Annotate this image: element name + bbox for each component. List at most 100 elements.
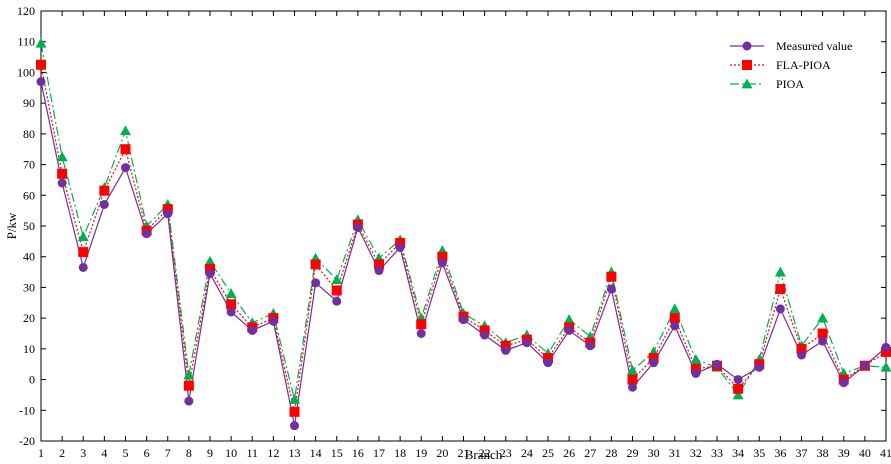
series-line-fla-pioa xyxy=(40,64,887,412)
legend-marker xyxy=(741,78,753,89)
x-tick-label: 26 xyxy=(563,446,575,460)
x-tick-label: 15 xyxy=(331,446,343,460)
point-measured-value xyxy=(353,223,363,233)
x-tick-label: 9 xyxy=(207,446,213,460)
x-tick-label: 14 xyxy=(310,446,322,460)
y-tick-label: 40 xyxy=(23,250,35,264)
x-tick-label: 30 xyxy=(648,446,660,460)
point-measured-value xyxy=(712,359,722,369)
point-measured-value xyxy=(670,321,680,331)
point-fla-pioa xyxy=(648,353,659,364)
point-pioa xyxy=(690,354,702,365)
point-measured-value xyxy=(459,315,468,325)
point-measured-value xyxy=(332,296,342,306)
x-tick-label: 16 xyxy=(352,446,364,460)
plot-frame xyxy=(40,10,887,442)
point-measured-value xyxy=(290,421,299,431)
point-fla-pioa xyxy=(627,374,638,385)
x-tick-label: 34 xyxy=(732,446,744,460)
point-fla-pioa xyxy=(310,259,321,270)
x-tick-label: 40 xyxy=(859,446,871,460)
point-measured-value xyxy=(99,200,109,209)
legend-marker xyxy=(742,60,752,70)
point-pioa xyxy=(225,288,237,298)
y-tick-label: 70 xyxy=(23,158,35,172)
y-tick-label: 100 xyxy=(17,65,35,79)
x-tick-label: 32 xyxy=(690,446,702,460)
y-tick-label: 80 xyxy=(23,127,35,141)
x-axis-label: Branch xyxy=(465,447,503,462)
legend-marker xyxy=(742,41,752,51)
point-fla-pioa xyxy=(183,380,194,391)
point-measured-value xyxy=(480,330,490,340)
point-pioa xyxy=(35,37,47,48)
point-fla-pioa xyxy=(437,251,448,262)
x-tick-label: 27 xyxy=(584,446,596,460)
x-tick-label: 1 xyxy=(38,446,44,460)
point-measured-value xyxy=(268,316,278,326)
point-measured-value xyxy=(395,243,405,252)
x-tick-label: 5 xyxy=(123,446,129,460)
x-tick-label: 12 xyxy=(267,446,279,460)
point-measured-value xyxy=(585,341,595,351)
x-tick-label: 25 xyxy=(542,446,554,460)
point-measured-value xyxy=(649,358,659,368)
point-measured-value xyxy=(754,362,764,372)
point-fla-pioa xyxy=(543,353,553,364)
point-measured-value xyxy=(501,345,511,355)
x-tick-label: 2 xyxy=(59,446,65,460)
x-tick-label: 11 xyxy=(246,446,258,460)
point-measured-value xyxy=(36,77,46,87)
point-fla-pioa xyxy=(775,283,786,294)
point-fla-pioa xyxy=(796,343,807,354)
point-fla-pioa xyxy=(817,328,828,339)
point-fla-pioa xyxy=(395,237,406,248)
y-tick-label: 30 xyxy=(23,280,35,294)
point-fla-pioa xyxy=(331,285,342,296)
x-tick-label: 36 xyxy=(774,446,786,460)
point-measured-value xyxy=(247,325,257,335)
x-tick-label: 39 xyxy=(838,446,850,460)
point-measured-value xyxy=(606,284,616,294)
x-tick-label: 17 xyxy=(373,446,385,460)
point-pioa xyxy=(669,303,681,314)
series-line-pioa xyxy=(40,43,887,400)
y-tick-label: 50 xyxy=(23,219,35,233)
x-tick-label: 10 xyxy=(225,446,237,460)
point-measured-value xyxy=(142,229,152,239)
point-pioa xyxy=(732,389,744,400)
y-tick-label: 90 xyxy=(23,96,35,110)
point-measured-value xyxy=(374,266,384,276)
x-tick-label: 41 xyxy=(880,446,891,460)
point-pioa xyxy=(774,266,786,277)
x-tick-label: 22 xyxy=(479,446,491,460)
point-measured-value xyxy=(797,350,806,360)
x-tick-label: 18 xyxy=(394,446,406,460)
point-fla-pioa xyxy=(881,346,891,357)
point-measured-value xyxy=(733,375,743,385)
x-tick-label: 37 xyxy=(796,446,808,460)
point-measured-value xyxy=(775,304,785,314)
point-fla-pioa xyxy=(500,340,511,351)
point-fla-pioa xyxy=(226,299,237,310)
y-tick-label: 0 xyxy=(29,373,35,387)
x-tick-label: 33 xyxy=(711,446,723,460)
legend-label: PIOA xyxy=(776,77,804,91)
point-fla-pioa xyxy=(690,363,701,374)
y-tick-label: 110 xyxy=(17,35,35,49)
point-pioa xyxy=(880,361,891,372)
point-pioa xyxy=(56,151,68,162)
y-tick-label: 120 xyxy=(17,4,35,18)
point-pioa xyxy=(817,312,829,323)
point-measured-value xyxy=(226,307,236,317)
point-fla-pioa xyxy=(120,144,131,155)
point-measured-value xyxy=(691,368,701,378)
point-fla-pioa xyxy=(289,406,300,417)
point-measured-value xyxy=(818,336,828,346)
x-tick-label: 31 xyxy=(669,446,681,460)
point-fla-pioa xyxy=(479,325,490,336)
x-tick-label: 6 xyxy=(144,446,150,460)
point-fla-pioa xyxy=(205,264,215,274)
